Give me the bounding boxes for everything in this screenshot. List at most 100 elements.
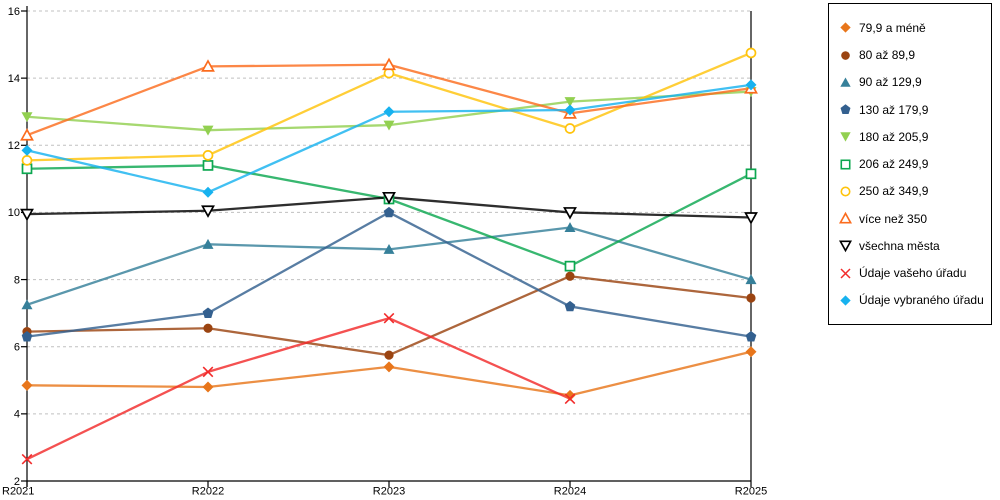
circle-open-marker-icon <box>21 155 33 166</box>
circle-filled-marker-icon <box>841 50 850 60</box>
triangle-up-filled-marker-icon <box>383 243 395 254</box>
triangle-down-filled-marker-icon <box>202 125 214 136</box>
diamond-filled-marker-icon <box>564 389 576 401</box>
legend-item-label: Údaje vašeho úřadu <box>859 266 967 280</box>
pentagon-filled-legend-icon <box>840 104 851 114</box>
legend-item-label: více než 350 <box>859 211 928 226</box>
triangle-down-open-marker-icon <box>201 205 215 218</box>
legend-item: 90 až 129,9 <box>838 75 989 90</box>
x-tick-label: R2023 <box>373 486 405 498</box>
legend-item-label: 79,9 a méně <box>859 20 926 35</box>
pentagon-filled-marker-icon <box>202 307 214 318</box>
triangle-up-filled-marker-icon <box>202 238 214 249</box>
diamond-filled-legend-icon <box>840 295 851 306</box>
diamond-filled-marker-icon <box>840 22 851 33</box>
legend-item: 130 až 179,9 <box>838 102 989 117</box>
legend-item: Údaje vybraného úřadu <box>838 293 989 308</box>
legend-item: více než 350 <box>838 211 989 226</box>
diamond-filled-marker-icon <box>745 346 757 358</box>
x-marker-icon <box>840 267 851 279</box>
square-open-legend-icon <box>840 158 851 170</box>
legend-item-label: 180 až 205,9 <box>859 129 929 144</box>
y-tick-label: 4 <box>14 409 20 421</box>
y-tick-label: 2 <box>14 476 20 488</box>
diamond-filled-marker-icon <box>564 104 576 116</box>
x-legend-icon <box>840 267 851 279</box>
triangle-up-open-marker-icon <box>201 59 215 72</box>
legend-item: 206 až 249,9 <box>838 157 989 172</box>
y-tick-label: 10 <box>8 207 20 219</box>
triangle-down-filled-marker-icon <box>564 97 576 108</box>
series-line <box>26 275 752 357</box>
triangle-up-filled-legend-icon <box>840 77 851 87</box>
circle-filled-legend-icon <box>841 50 850 60</box>
triangle-down-filled-marker-icon <box>383 120 395 131</box>
legend: 79,9 a méně 80 až 89,9 90 až 129,9 130 až 1… <box>828 3 992 325</box>
diamond-filled-marker-icon <box>21 379 33 391</box>
series-line <box>26 317 571 461</box>
circle-open-marker-icon <box>564 123 576 134</box>
triangle-up-filled-marker-icon <box>745 274 757 285</box>
triangle-up-filled-marker-icon <box>840 77 851 87</box>
square-open-marker-icon <box>564 260 576 272</box>
triangle-up-filled-marker-icon <box>564 222 576 233</box>
circle-filled-marker-icon <box>746 293 756 303</box>
triangle-up-open-marker-icon <box>382 57 396 71</box>
legend-item-label: 130 až 179,9 <box>859 102 929 117</box>
legend-item: 250 až 349,9 <box>838 184 989 199</box>
pentagon-filled-marker-icon <box>840 104 851 114</box>
triangle-up-open-marker-icon <box>20 128 34 141</box>
square-open-marker-icon <box>745 168 757 180</box>
y-tick-label: 8 <box>14 274 20 286</box>
triangle-down-open-legend-icon <box>838 240 853 253</box>
legend-item: Údaje vašeho úřadu <box>838 266 989 281</box>
x-marker-icon <box>202 366 214 378</box>
y-tick-label: 14 <box>8 73 20 85</box>
pentagon-filled-marker-icon <box>21 331 33 342</box>
x-tick-label: R2025 <box>735 486 767 498</box>
x-marker-icon <box>21 453 33 465</box>
circle-open-marker-icon <box>840 186 851 197</box>
triangle-up-filled-marker-icon <box>21 299 33 310</box>
triangle-up-open-marker-icon <box>838 211 853 224</box>
triangle-down-filled-legend-icon <box>840 132 851 142</box>
legend-item-label: 250 až 349,9 <box>859 184 929 199</box>
x-tick-label: R2021 <box>2 486 34 498</box>
legend-item-label: všechna města <box>859 238 940 253</box>
x-marker-icon <box>564 393 576 405</box>
diamond-filled-marker-icon <box>202 381 214 393</box>
legend-item: 79,9 a méně <box>838 20 989 35</box>
diamond-filled-marker-icon <box>383 106 395 118</box>
legend-item-label: Údaje vybraného úřadu <box>859 293 984 308</box>
legend-item: 180 až 205,9 <box>838 129 989 144</box>
square-open-marker-icon <box>202 160 214 171</box>
legend-item: 80 až 89,9 <box>838 48 989 63</box>
circle-filled-marker-icon <box>565 271 575 281</box>
pentagon-filled-marker-icon <box>745 331 757 342</box>
legend-item: všechna města <box>838 238 989 253</box>
triangle-down-open-marker-icon <box>838 240 853 253</box>
triangle-down-open-marker-icon <box>563 207 577 220</box>
y-tick-label: 16 <box>8 6 20 18</box>
circle-filled-marker-icon <box>203 323 213 333</box>
circle-open-legend-icon <box>840 186 851 197</box>
legend-item-label: 206 až 249,9 <box>859 157 929 171</box>
triangle-down-open-marker-icon <box>744 212 758 225</box>
triangle-down-open-marker-icon <box>382 191 396 205</box>
diamond-filled-marker-icon <box>21 144 33 156</box>
x-marker-icon <box>383 312 395 324</box>
triangle-down-open-marker-icon <box>20 208 34 222</box>
circle-open-marker-icon <box>745 47 757 59</box>
y-tick-label: 6 <box>14 342 20 354</box>
series-line <box>26 226 752 306</box>
x-tick-label: R2022 <box>192 486 224 498</box>
triangle-down-filled-marker-icon <box>21 112 33 123</box>
legend-item-label: 90 až 129,9 <box>859 75 922 90</box>
triangle-up-open-legend-icon <box>838 211 853 224</box>
series-line <box>26 83 752 194</box>
triangle-down-filled-marker-icon <box>840 132 851 142</box>
diamond-filled-marker-icon <box>745 79 757 91</box>
circle-filled-marker-icon <box>384 350 394 360</box>
